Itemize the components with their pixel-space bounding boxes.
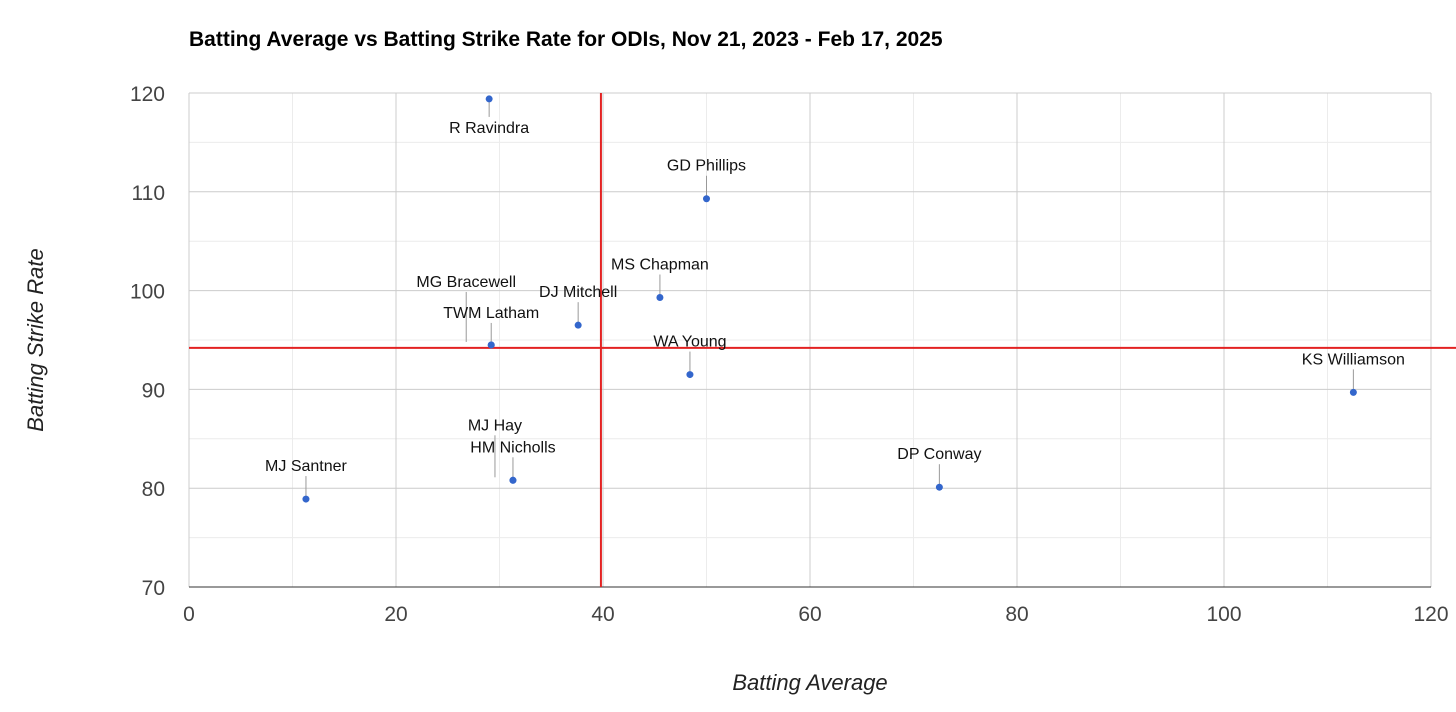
y-tick-label: 80 (142, 478, 165, 501)
data-point (574, 321, 582, 329)
data-point (302, 495, 310, 503)
x-tick-label: 100 (1206, 603, 1241, 626)
chart-title: Batting Average vs Batting Strike Rate f… (189, 28, 943, 51)
x-tick-label: 80 (1005, 603, 1028, 626)
data-point (656, 294, 664, 302)
data-point (1349, 388, 1357, 396)
point-label: R Ravindra (449, 120, 529, 137)
point-label: GD Phillips (667, 158, 746, 175)
point-label: KS Williamson (1302, 351, 1405, 368)
data-point (703, 195, 710, 203)
point-label: DJ Mitchell (539, 284, 617, 301)
point-label: MJ Hay (468, 417, 522, 434)
data-point (487, 341, 495, 349)
y-axis-label: Batting Strike Rate (23, 248, 48, 432)
point-label: DP Conway (897, 446, 981, 463)
x-tick-label: 60 (798, 603, 821, 626)
point-label: TWM Latham (443, 305, 539, 322)
x-tick-label: 20 (384, 603, 407, 626)
data-point (485, 95, 493, 103)
point-label: MJ Santner (265, 458, 347, 475)
x-tick-label: 40 (591, 603, 614, 626)
point-label: WA Young (653, 334, 726, 351)
x-tick-label: 120 (1413, 603, 1448, 626)
data-point (509, 476, 517, 484)
y-tick-label: 90 (142, 379, 165, 402)
y-tick-label: 120 (130, 83, 165, 106)
x-axis-label: Batting Average (732, 670, 888, 695)
y-tick-label: 100 (130, 281, 165, 304)
point-label: MG Bracewell (416, 274, 516, 291)
y-tick-label: 110 (132, 182, 165, 205)
point-label: HM Nicholls (470, 439, 555, 456)
data-point (935, 483, 943, 491)
y-tick-label: 70 (142, 577, 165, 600)
x-tick-label: 0 (183, 603, 195, 626)
data-point (686, 371, 694, 379)
point-label: MS Chapman (611, 257, 709, 274)
